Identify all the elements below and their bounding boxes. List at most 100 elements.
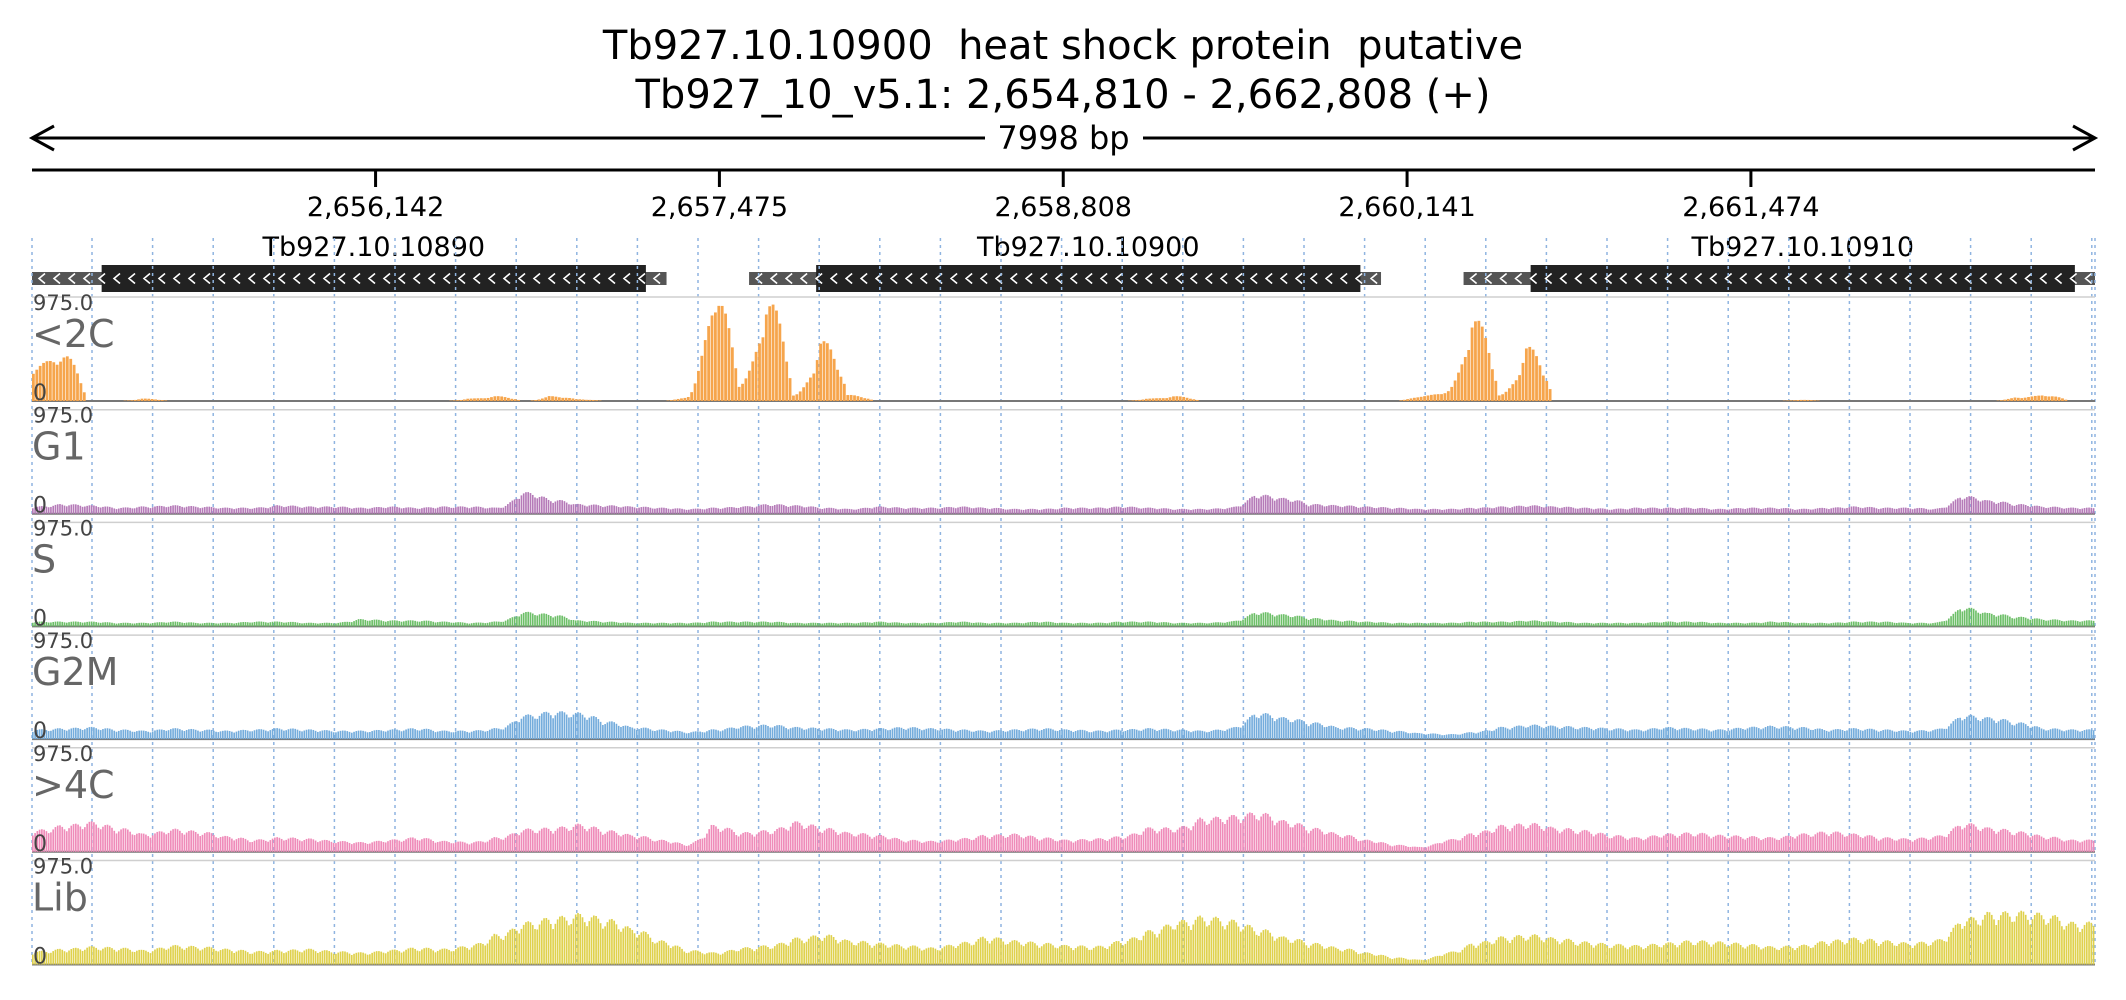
coverage-bar — [633, 623, 636, 627]
coverage-bar — [1201, 622, 1204, 627]
coverage-bar — [1565, 938, 1568, 965]
coverage-bar — [862, 728, 864, 740]
coverage-bar — [973, 839, 975, 852]
coverage-bar — [215, 950, 217, 965]
coverage-bar — [496, 396, 500, 401]
coverage-bar — [90, 621, 93, 627]
coverage-bar — [1509, 943, 1511, 965]
coverage-bar — [1592, 730, 1595, 740]
coverage-bar — [145, 731, 147, 740]
coverage-bar — [543, 827, 545, 852]
coverage-bar — [1662, 728, 1665, 740]
coverage-bar — [292, 621, 294, 627]
coverage-bar — [1789, 622, 1792, 627]
coverage-bar — [127, 829, 129, 852]
coverage-bar — [310, 622, 312, 627]
coverage-bar — [1624, 509, 1627, 514]
coverage-bar — [129, 507, 131, 514]
coverage-bar — [665, 508, 668, 514]
coverage-bar — [251, 622, 254, 627]
coverage-bar — [728, 727, 731, 740]
coverage-bar — [1785, 945, 1787, 965]
coverage-bar — [954, 622, 957, 627]
coverage-bar — [1029, 508, 1032, 514]
coverage-bar — [2022, 617, 2025, 627]
coverage-bar — [387, 730, 389, 740]
coverage-bar — [1481, 831, 1484, 852]
coverage-bar — [1830, 730, 1833, 740]
coverage-bar — [1889, 837, 1891, 852]
coverage-bar — [1450, 734, 1452, 740]
coverage-bar — [1767, 621, 1769, 627]
coverage-bar — [1398, 730, 1400, 740]
coverage-bar — [113, 949, 116, 965]
coverage-bar — [1762, 839, 1765, 852]
coverage-bar — [1334, 505, 1337, 514]
coverage-bar — [1638, 837, 1640, 852]
coverage-bar — [2079, 509, 2081, 514]
coverage-bar — [1923, 622, 1925, 627]
coverage-bar — [1712, 623, 1715, 627]
coverage-bar — [1472, 732, 1475, 740]
coverage-bar — [488, 839, 491, 852]
coverage-bar — [312, 839, 315, 852]
coverage-bar — [443, 840, 446, 852]
coverage-bar — [1739, 623, 1742, 627]
coverage-bar — [2088, 620, 2090, 627]
coverage-bar — [1780, 948, 1783, 965]
coverage-bar — [235, 839, 238, 852]
coverage-bar — [1626, 949, 1629, 965]
coverage-bar — [1735, 727, 1737, 740]
coverage-bar — [90, 946, 93, 965]
coverage-bar — [97, 622, 100, 627]
coverage-bar — [724, 313, 727, 401]
coverage-bar — [1963, 498, 1966, 514]
coverage-bar — [720, 305, 724, 401]
coverage-bar — [1063, 622, 1066, 627]
coverage-bar — [1448, 952, 1450, 965]
coverage-bar — [310, 948, 312, 965]
coverage-bar — [1034, 621, 1036, 627]
coverage-bar — [925, 623, 928, 627]
coverage-bar — [525, 492, 527, 514]
coverage-bar — [145, 950, 147, 965]
coverage-bar — [882, 835, 885, 852]
coverage-bar — [2029, 619, 2032, 627]
coverage-bar — [633, 728, 636, 740]
coverage-bar — [1821, 831, 1823, 852]
coverage-bar — [2027, 618, 2029, 627]
coverage-bar — [1554, 726, 1557, 740]
coverage-bar — [52, 829, 55, 852]
coverage-bar — [1176, 509, 1179, 514]
coverage-bar — [427, 728, 430, 740]
coverage-bar — [140, 506, 143, 514]
coverage-bar — [1117, 729, 1120, 740]
coverage-bar — [2002, 614, 2004, 627]
coverage-bar — [703, 340, 707, 401]
coverage-bar — [1726, 731, 1728, 740]
coverage-bar — [669, 732, 672, 740]
coverage-bar — [649, 623, 652, 627]
coverage-bar — [995, 507, 998, 514]
coverage-bar — [825, 728, 828, 740]
coverage-bar — [1244, 502, 1247, 514]
coverage-bar — [133, 399, 137, 401]
coverage-bar — [102, 948, 104, 965]
coverage-bar — [511, 833, 514, 852]
coverage-bar — [1291, 827, 1294, 852]
coverage-bar — [192, 946, 195, 965]
coverage-bar — [814, 825, 817, 852]
coverage-bar — [1090, 732, 1093, 740]
coverage-bar — [1310, 505, 1312, 514]
coverage-bar — [1463, 836, 1466, 852]
coverage-bar — [520, 495, 523, 514]
coverage-bar — [611, 830, 613, 852]
coverage-bar — [1328, 946, 1330, 965]
coverage-bar — [1258, 718, 1260, 740]
coverage-bar — [470, 731, 473, 740]
coverage-bar — [2050, 396, 2054, 401]
coverage-bar — [1436, 394, 1440, 401]
coverage-bar — [1581, 830, 1584, 852]
coverage-bar — [778, 621, 781, 627]
coverage-bar — [1511, 728, 1514, 740]
